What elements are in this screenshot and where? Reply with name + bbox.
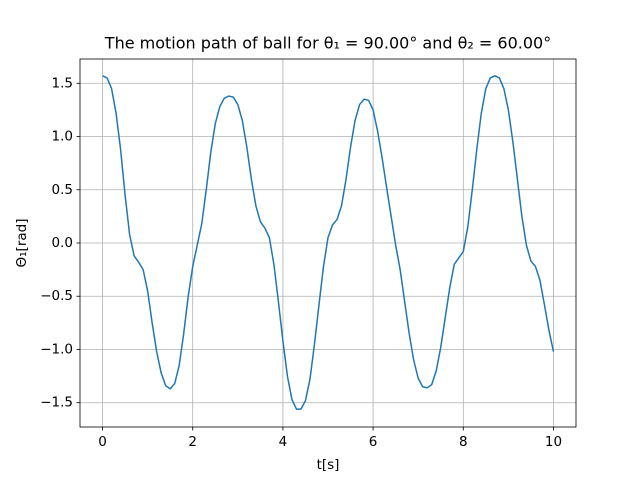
y-tick-label: 0.0 [52, 235, 73, 251]
x-tick-label: 4 [279, 434, 288, 450]
x-tick-label: 0 [98, 434, 107, 450]
y-tick-label: 0.5 [52, 182, 73, 198]
y-tick-label: −0.5 [40, 288, 73, 304]
y-tick-label: −1.5 [40, 395, 73, 411]
x-axis-label: t[s] [317, 457, 340, 473]
y-axis-label: Θ₁[rad] [14, 219, 30, 268]
chart-title: The motion path of ball for θ₁ = 90.00° … [104, 34, 551, 53]
y-tick-label: 1.0 [52, 129, 73, 145]
y-tick-label: −1.0 [40, 341, 73, 357]
x-tick-label: 6 [369, 434, 378, 450]
x-tick-label: 8 [459, 434, 468, 450]
y-tick-label: 1.5 [52, 75, 73, 91]
data-line [102, 75, 555, 410]
x-tick-label: 2 [188, 434, 197, 450]
x-tick-label: 10 [545, 434, 562, 450]
plot-frame [79, 58, 577, 428]
